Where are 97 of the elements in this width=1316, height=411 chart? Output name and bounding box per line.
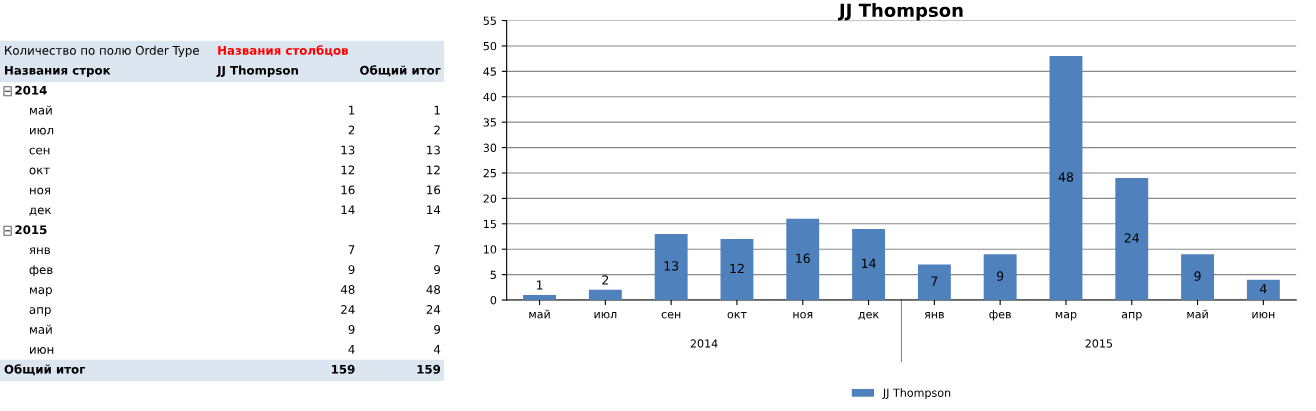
bar bbox=[852, 228, 886, 301]
legend-label: JJ Thompson bbox=[882, 388, 951, 400]
data-label: 7 bbox=[931, 276, 938, 286]
data-label: 9 bbox=[348, 324, 355, 334]
bar bbox=[786, 218, 820, 301]
data-label: 48 bbox=[340, 285, 355, 294]
x-tick-label: июл bbox=[594, 311, 617, 319]
data-label: 14 bbox=[341, 205, 355, 215]
bar bbox=[523, 294, 557, 301]
data-label: 13 bbox=[664, 261, 679, 271]
x-tick-label: ноя bbox=[793, 311, 813, 319]
bar bbox=[720, 239, 754, 301]
text: 2015 bbox=[15, 225, 47, 235]
data-label: 24 bbox=[341, 305, 355, 314]
x-tick-label: сен bbox=[661, 311, 681, 319]
data-label: 2 bbox=[434, 125, 440, 135]
y-tick-label: 30 bbox=[483, 143, 497, 152]
y-tick-label: 15 bbox=[484, 219, 496, 229]
bar bbox=[588, 289, 622, 301]
bar bbox=[917, 264, 951, 301]
y-tick-label: 35 bbox=[483, 118, 496, 127]
category-label: июл bbox=[30, 127, 54, 135]
y-tick-label: 40 bbox=[483, 92, 497, 102]
data-label: 1 bbox=[434, 105, 440, 115]
text: Общий итог bbox=[360, 65, 441, 77]
category-label: янв bbox=[29, 247, 51, 254]
category-label: окт bbox=[29, 167, 50, 175]
category-label: сен bbox=[29, 147, 50, 155]
data-label: 2 bbox=[348, 125, 355, 135]
data-label: 4 bbox=[433, 345, 441, 354]
data-label: 4 bbox=[1259, 284, 1267, 294]
x-tick-label: мар bbox=[1055, 311, 1077, 321]
data-label: 14 bbox=[427, 205, 441, 215]
data-label: 7 bbox=[348, 245, 355, 254]
data-label: 4 bbox=[348, 345, 355, 354]
data-label: 9 bbox=[1194, 271, 1201, 281]
x-tick-label: окт bbox=[727, 311, 747, 319]
category-label: май bbox=[30, 324, 52, 334]
bar bbox=[1246, 279, 1280, 301]
y-tick-label: 45 bbox=[483, 67, 496, 76]
data-label: 16 bbox=[427, 185, 441, 195]
bar bbox=[1181, 254, 1215, 301]
category-label: дек bbox=[29, 207, 52, 216]
data-label: 16 bbox=[341, 185, 355, 195]
y-tick-label: 25 bbox=[483, 168, 496, 178]
data-label: 12 bbox=[730, 263, 744, 273]
data-label: 24 bbox=[426, 305, 441, 314]
data-label: 2 bbox=[602, 275, 609, 285]
text: JJ Thompson bbox=[216, 65, 298, 78]
chart-title: JJ Thompson bbox=[837, 3, 963, 21]
data-label: 13 bbox=[341, 145, 355, 155]
x-tick-label: дек bbox=[858, 311, 879, 320]
data-label: 12 bbox=[427, 165, 440, 175]
y-tick-label: 10 bbox=[484, 245, 497, 254]
x-tick-label: июн bbox=[1252, 311, 1275, 319]
y-tick-label: 5 bbox=[490, 270, 496, 279]
x-tick-label: фев bbox=[989, 310, 1011, 321]
y-tick-label: 20 bbox=[483, 194, 497, 203]
text: Количество по полю Order Type bbox=[5, 45, 199, 58]
bar bbox=[1115, 178, 1149, 301]
y-tick-label: 0 bbox=[490, 296, 497, 305]
data-label: 1 bbox=[349, 105, 355, 115]
y-tick-label: 50 bbox=[483, 41, 497, 51]
data-label: 9 bbox=[348, 265, 355, 275]
data-label: 13 bbox=[427, 145, 440, 155]
y-tick-label: 55 bbox=[483, 16, 496, 25]
data-label: 48 bbox=[426, 285, 441, 294]
bar bbox=[983, 254, 1017, 301]
text: 159 bbox=[332, 364, 355, 374]
text: 2015 bbox=[1085, 339, 1113, 348]
category-label: ноя bbox=[30, 187, 50, 195]
data-label: 14 bbox=[861, 258, 876, 268]
data-label: 24 bbox=[1124, 233, 1140, 243]
data-label: 7 bbox=[434, 245, 440, 254]
data-label: 9 bbox=[996, 271, 1004, 281]
category-label: фев bbox=[29, 265, 53, 277]
x-tick-label: апр bbox=[1121, 311, 1142, 321]
x-tick-label: янв bbox=[924, 312, 944, 319]
bar bbox=[654, 233, 688, 301]
data-label: 1 bbox=[536, 280, 543, 290]
bar bbox=[1049, 56, 1083, 301]
data-label: 9 bbox=[434, 324, 441, 334]
category-label: май bbox=[30, 105, 52, 115]
x-tick-label: май bbox=[1187, 309, 1208, 319]
text: Общий итог bbox=[4, 364, 86, 376]
text: 2014 bbox=[690, 339, 718, 348]
text: Названия столбцов bbox=[218, 45, 349, 57]
text: Названия строк bbox=[5, 65, 111, 78]
data-label: 9 bbox=[434, 265, 441, 275]
text: 2014 bbox=[15, 85, 47, 95]
data-label: 12 bbox=[341, 165, 355, 175]
data-label: 48 bbox=[1058, 172, 1074, 182]
data-label: 16 bbox=[796, 253, 810, 264]
category-label: мар bbox=[30, 287, 52, 297]
text: 159 bbox=[417, 364, 441, 374]
category-label: июн bbox=[30, 347, 54, 354]
x-tick-label: май bbox=[529, 309, 550, 319]
